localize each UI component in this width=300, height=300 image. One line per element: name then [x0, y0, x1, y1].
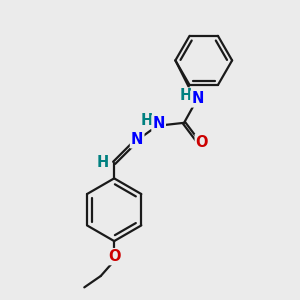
Text: N: N	[131, 132, 143, 147]
Text: H: H	[179, 88, 192, 104]
Text: H: H	[97, 155, 109, 170]
Text: H: H	[141, 113, 153, 128]
Text: N: N	[191, 92, 204, 106]
Text: O: O	[108, 249, 120, 264]
Text: O: O	[196, 135, 208, 150]
Text: N: N	[152, 116, 165, 131]
